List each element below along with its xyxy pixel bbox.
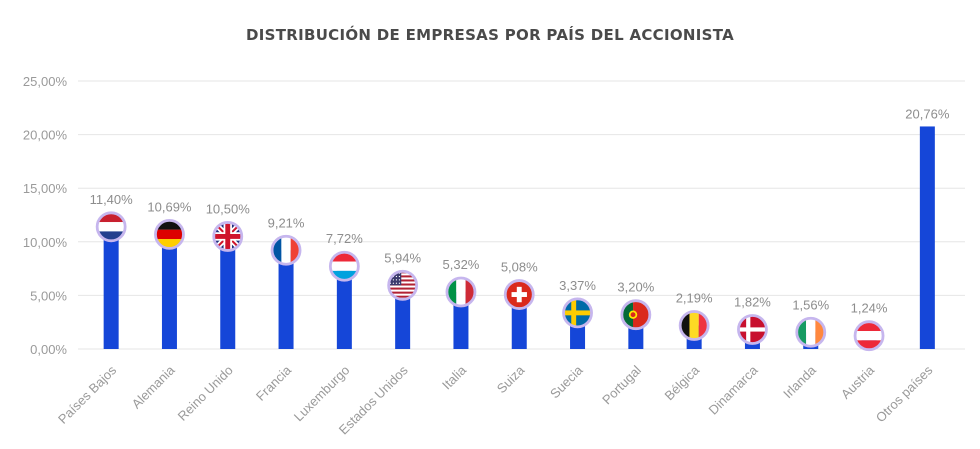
bars [103, 126, 935, 350]
data-label: 11,40% [90, 192, 134, 207]
denmark-flag-icon [737, 314, 768, 345]
x-tick-label: Suiza [494, 362, 528, 396]
switzerland-flag-icon [503, 279, 535, 310]
data-label: 10,50% [206, 201, 251, 216]
flags [95, 211, 885, 352]
x-tick-label: Otros países [873, 362, 936, 425]
x-tick-label: Reino Unido [175, 363, 236, 424]
uk-flag-icon [212, 221, 244, 252]
x-tick-label: Luxemburgo [291, 363, 353, 425]
data-label: 1,24% [851, 301, 888, 316]
austria-flag-icon [853, 320, 885, 352]
x-tick-label: Alemania [129, 362, 178, 411]
germany-flag-icon [154, 219, 185, 250]
x-tick-label: Bélgica [662, 362, 703, 403]
france-flag-icon [270, 234, 302, 266]
x-tick-label: Irlanda [780, 362, 819, 401]
portugal-flag-icon [620, 299, 652, 331]
data-label: 5,08% [501, 260, 538, 275]
bar [161, 234, 177, 349]
netherlands-flag-icon [95, 211, 127, 243]
bar [103, 226, 119, 349]
y-tick-label: 5,00% [30, 288, 67, 303]
ireland-flag-icon [795, 316, 827, 348]
bar [919, 126, 935, 350]
data-label: 2,19% [676, 291, 713, 306]
data-label: 1,82% [734, 294, 771, 309]
data-label: 3,20% [617, 280, 654, 295]
x-tick-label: Países Bajos [55, 362, 120, 427]
data-label: 1,56% [792, 297, 829, 312]
y-tick-label: 15,00% [23, 181, 68, 196]
data-label: 5,32% [443, 257, 480, 272]
bar [395, 285, 411, 349]
y-tick-label: 20,00% [23, 128, 68, 143]
chart-title: DISTRIBUCIÓN DE EMPRESAS POR PAÍS DEL AC… [245, 26, 735, 44]
data-label: 9,21% [268, 215, 305, 230]
luxembourg-flag-icon [328, 250, 360, 282]
usa-flag-icon [387, 269, 419, 301]
y-axis-ticks: 0,00% 5,00% 10,00% 15,00% 20,00% 25,00% [23, 74, 68, 357]
bar [220, 236, 236, 349]
data-label: 20,76% [905, 106, 950, 121]
x-tick-label: Dinamarca [706, 362, 762, 418]
y-tick-label: 25,00% [23, 74, 68, 89]
x-tick-label: Francia [253, 362, 295, 404]
y-tick-label: 0,00% [30, 342, 67, 357]
italy-flag-icon [445, 276, 477, 308]
data-label: 7,72% [326, 231, 363, 246]
bar [336, 266, 352, 349]
x-tick-label: Portugal [599, 362, 644, 407]
data-label: 5,94% [384, 250, 421, 265]
data-label: 10,69% [147, 199, 192, 214]
data-labels: 11,40% 10,69% 10,50% 9,21% 7,72% 5,94% 5,32% 5,… [90, 106, 950, 315]
x-tick-label: Suecia [547, 362, 586, 401]
belgium-flag-icon [678, 310, 710, 341]
sweden-flag-icon [562, 297, 593, 329]
x-tick-label: Austria [838, 362, 878, 402]
x-tick-label: Italia [439, 362, 470, 393]
bar [278, 250, 294, 349]
y-tick-label: 10,00% [23, 235, 68, 250]
data-label: 3,37% [559, 278, 596, 293]
